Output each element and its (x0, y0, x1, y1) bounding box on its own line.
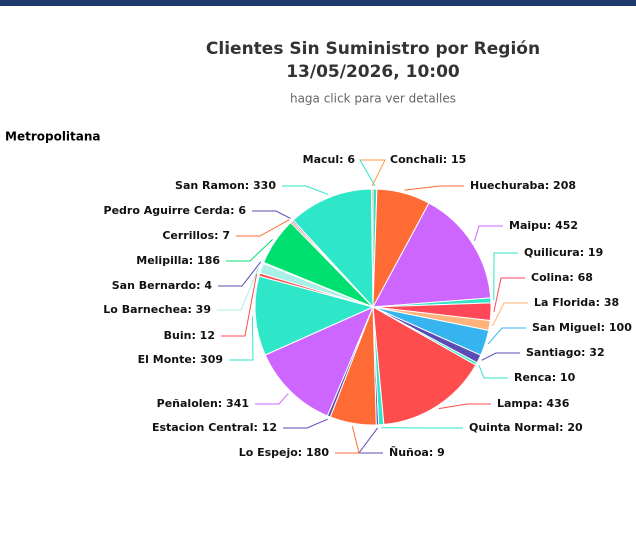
slice-label: Buin: 12 (164, 329, 215, 342)
panel-title: Metropolitana (5, 130, 101, 144)
leader-line (482, 353, 520, 360)
leader-line (405, 186, 464, 190)
slice-label: Lampa: 436 (497, 397, 570, 410)
slice-label: Conchali: 15 (390, 153, 466, 166)
leader-line (229, 316, 253, 360)
slice-label: Peñalolen: 341 (157, 397, 249, 410)
leader-line (360, 160, 384, 186)
slice-label: Lo Barnechea: 39 (103, 303, 211, 316)
slice-label: Estacion Central: 12 (152, 421, 277, 434)
slice-label: La Florida: 38 (534, 296, 619, 309)
leader-line (255, 393, 288, 404)
slice-label: Renca: 10 (514, 371, 576, 384)
slice-label: Santiago: 32 (526, 346, 605, 359)
leader-line (439, 404, 491, 409)
slice-label: Quinta Normal: 20 (469, 421, 583, 434)
slice-label: Ñuñoa: 9 (389, 446, 445, 459)
slice-label: San Miguel: 100 (532, 321, 632, 334)
slice-label: Quilicura: 19 (524, 246, 603, 259)
leader-line (217, 267, 259, 310)
leader-line (488, 328, 526, 344)
leader-line (283, 419, 328, 428)
slice-label: El Monte: 309 (138, 353, 223, 366)
slice-label: Melipilla: 186 (136, 254, 220, 267)
chart-subtitle: haga click para ver detalles (290, 92, 456, 106)
slice-label: San Bernardo: 4 (112, 279, 213, 292)
top-bar (0, 0, 636, 6)
slice-label: Lo Espejo: 180 (239, 446, 330, 459)
slice-label: Maipu: 452 (509, 219, 578, 232)
leader-line (359, 428, 383, 453)
leader-line (494, 278, 525, 312)
slice-label: Macul: 6 (303, 153, 356, 166)
chart-title: Clientes Sin Suministro por Región (206, 39, 540, 59)
leader-line (252, 211, 290, 218)
slice-label: Cerrillos: 7 (162, 229, 230, 242)
slice-label: San Ramon: 330 (175, 179, 276, 192)
leader-line (479, 365, 508, 378)
slice-label: Pedro Aguirre Cerda: 6 (104, 204, 247, 217)
leader-line (218, 262, 261, 286)
slice-label: Huechuraba: 208 (470, 179, 576, 192)
chart-date: 13/05/2026, 10:00 (286, 62, 460, 82)
slice-label: Colina: 68 (531, 271, 593, 284)
leader-line (492, 303, 528, 326)
leader-line (474, 226, 503, 241)
leader-line (335, 426, 359, 453)
leader-line (282, 186, 328, 195)
leader-line (221, 274, 257, 336)
